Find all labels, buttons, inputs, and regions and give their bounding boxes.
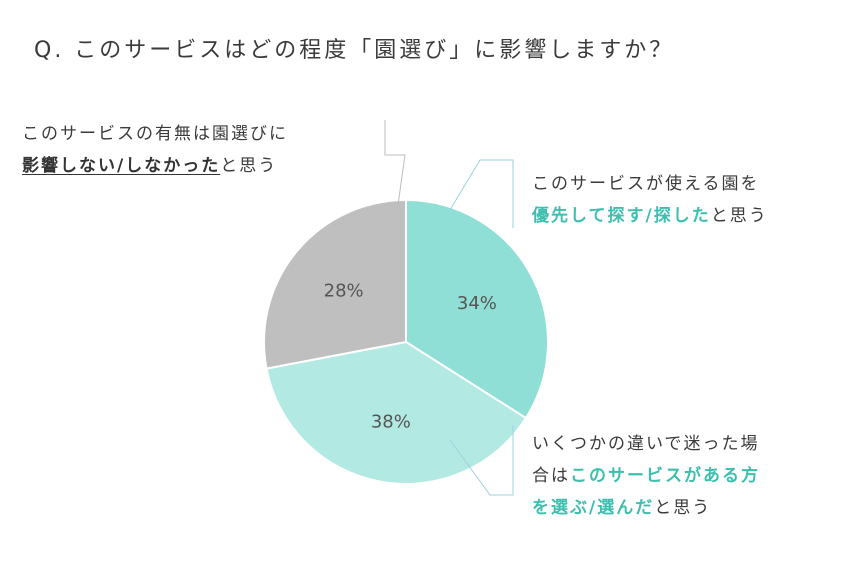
label-line: を選ぶ/選んだと思う <box>532 492 760 524</box>
label-emphasis: このサービスがある方 <box>570 466 760 486</box>
label-line: 優先して探す/探したと思う <box>532 200 768 232</box>
label-suffix: と思う <box>654 498 712 518</box>
label-suffix: と思う <box>220 156 278 176</box>
pie-slice-no-influence <box>263 198 407 370</box>
label-line: 合はこのサービスがある方 <box>532 460 760 492</box>
label-emphasis: を選ぶ/選んだ <box>532 498 655 518</box>
legend-label-tiebreaker: いくつかの違いで迷った場 合はこのサービスがある方 を選ぶ/選んだと思う <box>532 428 760 524</box>
label-line: 影響しない/しなかったと思う <box>22 150 288 182</box>
leader-line-prioritize <box>449 159 514 228</box>
label-suffix: と思う <box>710 206 768 226</box>
label-emphasis: 優先して探す/探した <box>532 206 711 226</box>
slice-percent-label: 28% <box>324 280 364 301</box>
slice-percent-label: 34% <box>457 293 497 314</box>
legend-label-prioritize: このサービスが使える園を 優先して探す/探したと思う <box>532 168 768 232</box>
pie-slice-tiebreaker <box>265 340 528 485</box>
label-emphasis: 影響しない/しなかった <box>22 156 221 176</box>
page-title: Q. このサービスはどの程度「園選び」に影響しますか？ <box>34 38 675 63</box>
label-line: このサービスの有無は園選びに <box>22 124 288 144</box>
label-prefix: 合は <box>532 466 570 486</box>
leader-line-tiebreaker <box>449 425 514 496</box>
leader-line-no-influence <box>384 120 406 206</box>
slice-percent-label: 38% <box>371 412 411 433</box>
label-line: いくつかの違いで迷った場 <box>532 434 760 454</box>
legend-label-no-influence: このサービスの有無は園選びに 影響しない/しなかったと思う <box>22 118 288 182</box>
label-line: このサービスが使える園を <box>532 174 760 194</box>
